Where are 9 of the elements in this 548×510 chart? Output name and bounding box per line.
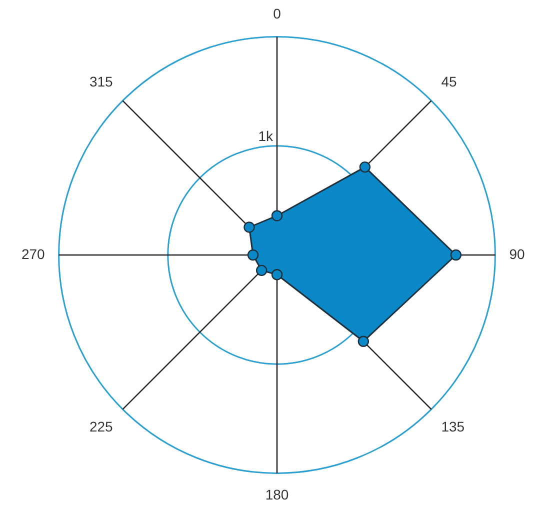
spoke-label: 0 [273, 5, 282, 22]
spoke-label: 270 [21, 246, 46, 262]
spoke-label: 225 [89, 418, 114, 434]
spoke-label: 135 [441, 418, 465, 434]
spoke-label: 45 [441, 73, 457, 90]
spoke-label: 180 [265, 486, 289, 502]
spoke-label: 315 [89, 73, 114, 90]
text: 1k [258, 128, 274, 144]
spoke-label: 90 [509, 246, 525, 262]
